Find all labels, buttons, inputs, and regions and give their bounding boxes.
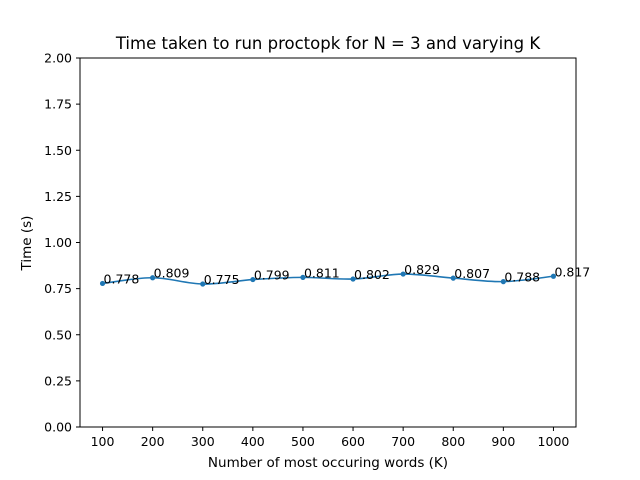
data-label: 0.775 bbox=[204, 272, 240, 287]
y-tick-label: 1.25 bbox=[44, 189, 72, 204]
data-point bbox=[350, 276, 356, 282]
y-tick-label: 0.75 bbox=[44, 281, 72, 296]
data-label: 0.799 bbox=[254, 268, 290, 283]
y-axis-ticks: 0.00 0.25 0.50 0.75 1.00 1.25 1.50 1.75 2.00 bbox=[44, 51, 80, 435]
data-labels: 0.778 0.809 0.775 0.799 0.811 0.802 0.829 0.807… bbox=[104, 262, 591, 287]
y-tick-label: 0.00 bbox=[44, 420, 72, 435]
data-point bbox=[550, 273, 557, 279]
x-tick-label: 200 bbox=[141, 434, 165, 449]
x-tick-label: 600 bbox=[341, 434, 365, 449]
y-tick-label: 1.75 bbox=[44, 97, 72, 112]
x-axis-label: Number of most occuring words (K) bbox=[208, 455, 448, 471]
y-tick-label: 1.00 bbox=[44, 235, 72, 250]
data-point bbox=[99, 280, 106, 287]
x-tick-label: 500 bbox=[291, 434, 315, 449]
plot-area-frame bbox=[79, 57, 577, 428]
data-label: 0.809 bbox=[154, 266, 190, 281]
data-label: 0.807 bbox=[454, 266, 490, 281]
series-line bbox=[102, 273, 554, 285]
data-label: 0.817 bbox=[554, 264, 590, 279]
data-label: 0.811 bbox=[304, 265, 340, 280]
data-point bbox=[500, 279, 506, 285]
y-axis-label: Time (s) bbox=[19, 216, 35, 272]
data-label: 0.829 bbox=[404, 262, 440, 277]
x-tick-label: 1000 bbox=[538, 434, 570, 449]
x-tick-label: 100 bbox=[91, 434, 115, 449]
chart-title: Time taken to run proctopk for N = 3 and… bbox=[115, 34, 541, 53]
data-point bbox=[300, 274, 306, 280]
data-point bbox=[150, 275, 156, 281]
data-point bbox=[200, 281, 206, 287]
x-axis-ticks: 100 200 300 400 500 600 700 800 900 1000 bbox=[91, 427, 570, 449]
y-tick-label: 0.50 bbox=[44, 327, 72, 342]
x-tick-label: 800 bbox=[441, 434, 465, 449]
data-point bbox=[450, 275, 456, 281]
x-tick-label: 900 bbox=[491, 434, 515, 449]
x-tick-label: 400 bbox=[241, 434, 265, 449]
y-tick-label: 0.25 bbox=[44, 373, 72, 388]
data-point bbox=[250, 276, 256, 283]
data-label: 0.802 bbox=[354, 267, 390, 282]
data-point bbox=[400, 271, 406, 277]
y-tick-label: 2.00 bbox=[44, 51, 72, 66]
y-tick-label: 1.50 bbox=[44, 143, 72, 158]
x-tick-label: 700 bbox=[391, 434, 415, 449]
data-label: 0.778 bbox=[104, 271, 140, 286]
x-tick-label: 300 bbox=[191, 434, 215, 449]
data-label: 0.788 bbox=[504, 270, 540, 285]
data-points bbox=[99, 271, 557, 287]
